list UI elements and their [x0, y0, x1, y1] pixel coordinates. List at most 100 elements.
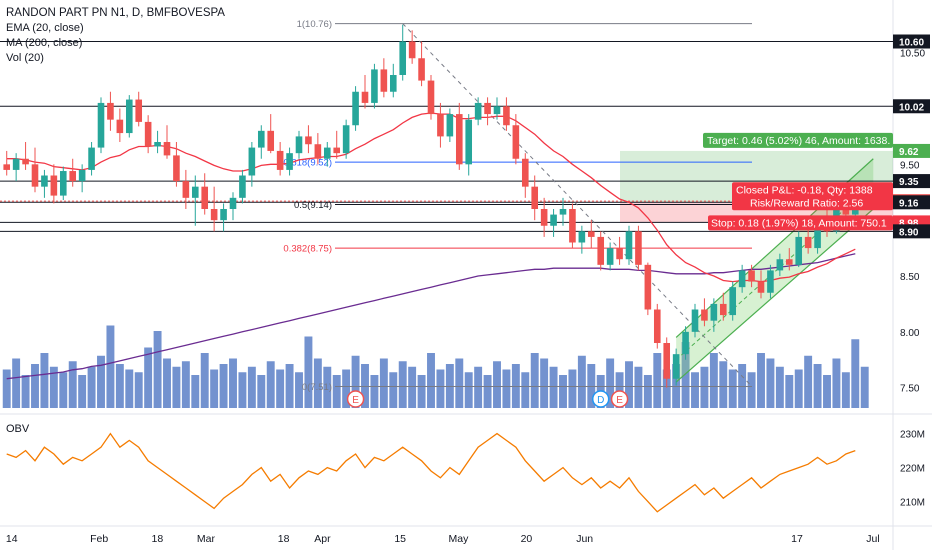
candle: [3, 150, 11, 176]
legend-ma: MA (200, close): [6, 37, 83, 49]
candle: [767, 264, 774, 299]
volume-bar: [257, 375, 266, 408]
time-tick-label: 15: [394, 533, 406, 545]
candle-body: [286, 153, 293, 170]
candle-body: [719, 303, 727, 316]
candle: [785, 248, 793, 271]
price-badge-label: 8.98: [899, 218, 919, 229]
candle-body: [389, 75, 397, 92]
candle-body: [446, 114, 454, 137]
candle-body: [352, 91, 359, 126]
volume-bar: [681, 342, 690, 408]
candle: [474, 97, 482, 126]
candle: [191, 175, 199, 226]
candle: [257, 125, 265, 159]
volume-bar: [332, 375, 341, 408]
candle: [59, 166, 67, 201]
candle: [795, 231, 803, 268]
candle-body: [78, 169, 86, 182]
candle: [550, 209, 557, 237]
candle: [578, 225, 586, 254]
price-tick-label: 9.50: [900, 160, 920, 171]
volume-bar: [757, 353, 765, 408]
candle: [380, 58, 388, 98]
volume-bar: [361, 364, 369, 408]
candle-body: [295, 136, 303, 154]
candle-body: [191, 186, 199, 198]
volume-bar: [587, 364, 596, 408]
candle: [465, 114, 473, 176]
candle: [738, 264, 746, 293]
candle-body: [427, 80, 435, 115]
volume-bar: [653, 353, 662, 408]
candle: [663, 337, 671, 388]
candle: [323, 142, 331, 167]
candle: [521, 153, 529, 198]
fib-level-label: 0(7.51): [302, 382, 332, 393]
volume-bar: [97, 355, 105, 408]
price-tick-label: 10.50: [900, 49, 925, 60]
candle: [41, 169, 48, 198]
volume-bar: [313, 358, 322, 408]
candle-body: [616, 248, 623, 260]
candle-body: [88, 147, 95, 170]
target-label: Target: 0.46 (5.02%) 46, Amount: 1638.: [707, 135, 890, 147]
volume-bar: [672, 364, 681, 408]
price-tick-label: 7.50: [900, 384, 920, 395]
candle: [201, 173, 209, 215]
candle-body: [323, 147, 331, 159]
candle-body: [305, 136, 312, 145]
candle: [389, 63, 397, 98]
candle: [729, 281, 737, 321]
candle: [644, 262, 652, 316]
candle: [173, 142, 180, 187]
volume-bar: [304, 336, 313, 408]
volume-bar: [191, 375, 200, 408]
candle-body: [521, 158, 529, 187]
price-badge-bg: [893, 99, 930, 114]
event-marker-e: [346, 390, 365, 408]
candle-body: [361, 91, 369, 103]
candle-body: [587, 231, 595, 237]
candle-body: [606, 248, 614, 265]
candle: [163, 125, 171, 159]
time-tick-label: Mar: [197, 533, 216, 545]
volume-bar: [78, 375, 87, 408]
channel-fill: [676, 158, 874, 383]
price-badge-bg: [893, 224, 930, 239]
volume-bar: [851, 339, 860, 408]
candle: [701, 298, 708, 327]
volume-bar: [540, 358, 549, 408]
event-marker-d: [591, 390, 610, 408]
price-badge-label: 10.02: [899, 102, 924, 113]
candle: [408, 30, 416, 64]
candle-body: [842, 209, 850, 215]
candle: [116, 108, 124, 142]
candle: [559, 197, 567, 226]
candle-body: [31, 164, 39, 187]
volume-bar: [59, 372, 68, 408]
volume-bar: [210, 369, 219, 408]
time-tick-label: 14: [6, 533, 18, 545]
candle-body: [455, 114, 463, 165]
volume-bar: [238, 372, 247, 408]
candle: [342, 119, 350, 159]
price-badge-bg: [893, 34, 930, 49]
candle-body: [371, 69, 378, 103]
volume-bar: [511, 364, 520, 408]
volume-bar: [370, 375, 379, 408]
candle-body: [597, 236, 605, 265]
volume-bar: [106, 325, 115, 408]
candle-body: [578, 231, 586, 243]
volume-bar: [229, 358, 237, 408]
candle-body: [201, 186, 209, 209]
volume-bar: [625, 361, 633, 408]
candle: [361, 75, 369, 109]
candle: [446, 108, 454, 142]
candle-body: [239, 175, 246, 198]
time-tick-label: Apr: [314, 533, 331, 545]
candle: [531, 175, 539, 221]
candle: [144, 115, 152, 154]
